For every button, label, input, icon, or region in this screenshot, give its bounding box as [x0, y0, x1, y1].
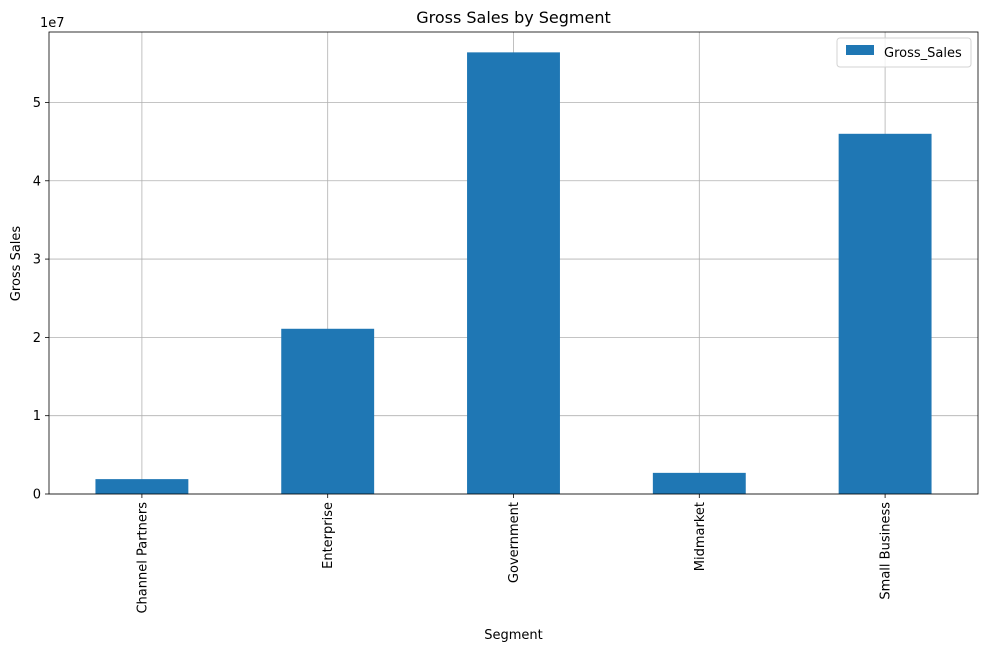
bar-channel-partners — [95, 479, 189, 494]
y-tick-label: 0 — [33, 488, 41, 503]
bars — [95, 52, 932, 495]
legend-label: Gross_Sales — [884, 46, 962, 61]
bar-midmarket — [652, 472, 746, 494]
chart-title: Gross Sales by Segment — [416, 8, 611, 27]
y-tick-label: 4 — [33, 174, 41, 189]
x-axis-label: Segment — [484, 628, 543, 643]
x-tick-label: Enterprise — [321, 502, 336, 569]
y-tick-label: 1 — [33, 409, 41, 424]
x-axis-ticks: Channel Partners Enterprise Government Midm… — [135, 494, 894, 614]
x-tick-label: Channel Partners — [135, 502, 150, 614]
x-tick-label: Midmarket — [693, 502, 708, 571]
bar-small-business — [838, 133, 932, 494]
bar-government — [467, 52, 560, 495]
legend: Gross_Sales — [836, 37, 972, 68]
y-axis-label: Gross Sales — [9, 226, 24, 302]
x-tick-label: Government — [507, 502, 522, 583]
bar-enterprise — [281, 328, 375, 494]
y-axis-ticks: 0 1 2 3 4 5 — [33, 96, 49, 503]
y-axis-offset-label: 1e7 — [40, 16, 65, 31]
y-tick-label: 3 — [33, 253, 41, 268]
legend-swatch — [846, 45, 874, 55]
y-tick-label: 2 — [33, 331, 41, 346]
x-tick-label: Small Business — [879, 502, 894, 600]
y-tick-label: 5 — [33, 96, 41, 111]
